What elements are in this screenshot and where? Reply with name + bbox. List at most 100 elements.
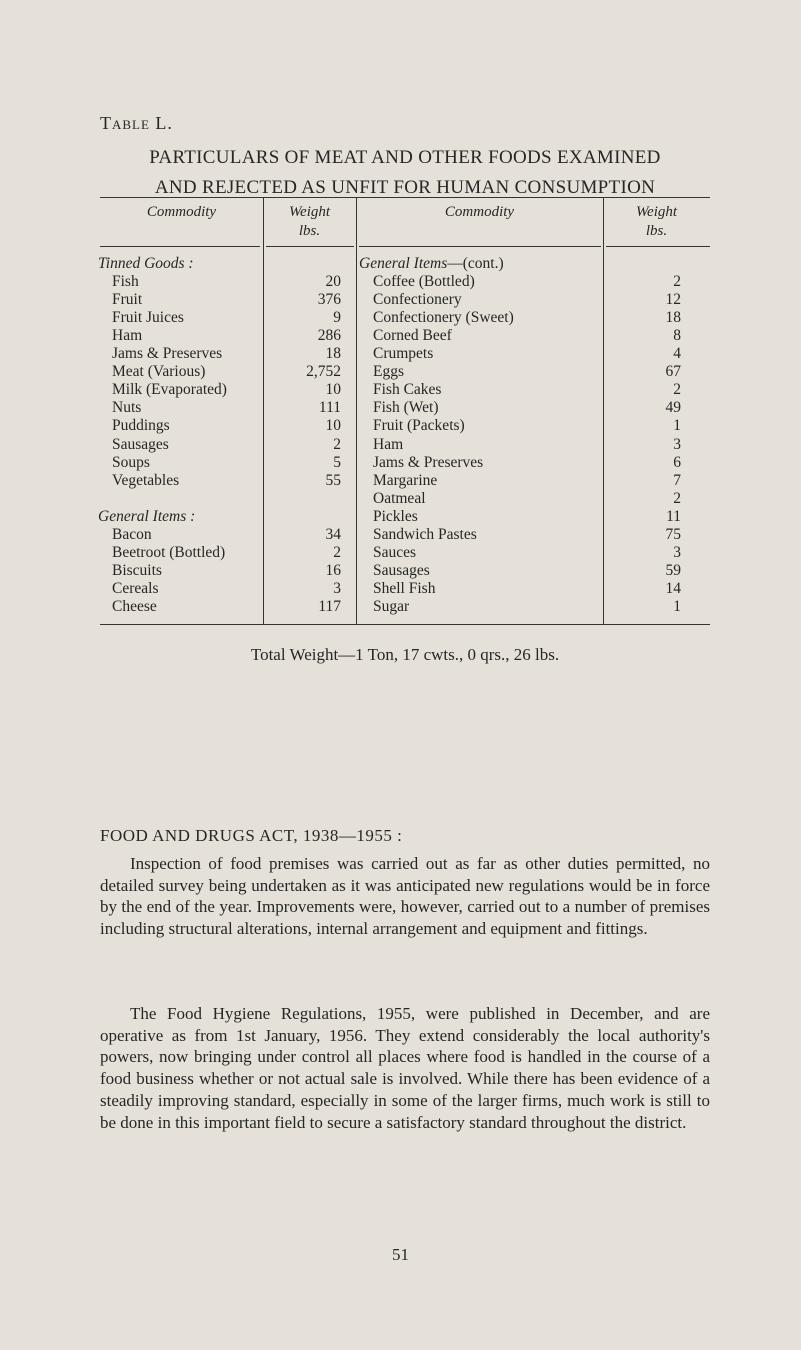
- commodity-cell: Pickles: [373, 508, 418, 526]
- commodity-cell: Ham: [373, 436, 403, 454]
- commodity-label: Soups: [112, 453, 150, 471]
- header-unit-label: lbs.: [298, 223, 321, 239]
- commodity-label: Ham: [112, 327, 143, 345]
- weight-cell: 4: [673, 345, 681, 363]
- weight-cell: 286: [317, 327, 341, 345]
- weight-cell: 34: [325, 525, 342, 543]
- weight-cell: 3: [673, 543, 681, 561]
- commodity-label: Jams & Preserves: [112, 345, 223, 363]
- column-divider: [263, 198, 264, 624]
- weight-cell: 55: [325, 471, 342, 489]
- header-rule: [359, 246, 601, 247]
- commodity-label: Confectionery (Sweet): [373, 309, 514, 327]
- commodity-cell: Shell Fish: [373, 580, 435, 598]
- commodity-label: Ham: [373, 435, 404, 453]
- commodity-label: Jams & Preserves: [373, 453, 484, 471]
- commodity-label: Bacon: [112, 525, 152, 543]
- commodity-label: Shell Fish: [373, 579, 436, 597]
- commodity-label: Oatmeal: [373, 489, 426, 507]
- commodity-label: General Items: [359, 255, 448, 272]
- commodity-cell: Sandwich Pastes: [373, 526, 477, 544]
- column-divider: [603, 198, 604, 624]
- commodity-cell: Cereals: [112, 580, 158, 598]
- weight-cell: 59: [665, 561, 682, 579]
- commodity-label: Tinned Goods :: [98, 255, 194, 272]
- commodity-label: Coffee (Bottled): [373, 273, 475, 291]
- weight-cell: 2: [673, 273, 681, 291]
- weight-cell: 11: [666, 507, 681, 525]
- header-rule: [606, 246, 710, 247]
- commodity-cell: Vegetables: [112, 472, 179, 490]
- commodity-label: Crumpets: [373, 345, 434, 363]
- commodity-cell: Bacon: [112, 526, 152, 544]
- commodity-cell: Fish: [112, 273, 139, 291]
- weight-cell: 5: [333, 453, 341, 471]
- commodity-label: Sausages: [373, 561, 430, 579]
- section-label: Tinned Goods :: [98, 255, 194, 273]
- commodity-cell: Sugar: [373, 598, 409, 616]
- weight-cell: 2: [333, 543, 341, 561]
- commodity-cell: Milk (Evaporated): [112, 381, 227, 399]
- commodity-label: Fruit Juices: [112, 309, 184, 327]
- commodity-label: Fish: [112, 273, 139, 291]
- header-commodity-right: Commodity: [444, 204, 515, 220]
- weight-cell: 6: [673, 453, 681, 471]
- commodity-label: Sandwich Pastes: [373, 525, 477, 543]
- commodity-label: Milk (Evaporated): [112, 381, 227, 399]
- commodity-cell: Sausages: [373, 562, 430, 580]
- commodity-cell: Sauces: [373, 544, 416, 562]
- commodity-label: Fruit (Packets): [373, 417, 465, 435]
- food-table: Commodity Weight lbs. Commodity Weight lbs…: [98, 197, 710, 625]
- commodity-label: Biscuits: [112, 561, 162, 579]
- header-weight-right: Weight lbs.: [603, 203, 710, 241]
- header-weight-left: Weight lbs.: [263, 203, 356, 241]
- weight-cell: 1: [673, 597, 681, 615]
- header-unit-label: lbs.: [645, 223, 668, 239]
- commodity-label: Cereals: [112, 579, 159, 597]
- weight-cell: 67: [665, 363, 682, 381]
- table-title-line-2: AND REJECTED AS UNFIT FOR HUMAN CONSUMPT…: [154, 177, 656, 198]
- commodity-cell: Fruit: [112, 291, 142, 309]
- commodity-cell: Beetroot (Bottled): [112, 544, 225, 562]
- section-label: General Items—(cont.): [359, 255, 504, 273]
- commodity-label: Pickles: [373, 507, 418, 525]
- commodity-cell: Fruit Juices: [112, 309, 184, 327]
- commodity-label: Vegetables: [112, 471, 180, 489]
- commodity-label: General Items :: [98, 507, 196, 525]
- commodity-label: Puddings: [112, 417, 170, 435]
- commodity-cell: Crumpets: [373, 345, 433, 363]
- commodity-cell: Fish Cakes: [373, 381, 441, 399]
- weight-cell: 3: [673, 435, 681, 453]
- section-label: General Items :: [98, 508, 195, 526]
- paragraph: The Food Hygiene Regulations, 1955, were…: [100, 1004, 710, 1132]
- commodity-cell: Fish (Wet): [373, 399, 438, 417]
- commodity-cell: Biscuits: [112, 562, 162, 580]
- commodity-cell: Jams & Preserves: [112, 345, 222, 363]
- commodity-label: Fruit: [112, 291, 143, 309]
- weight-cell: 8: [673, 327, 681, 345]
- commodity-cell: Soups: [112, 454, 150, 472]
- commodity-cell: Coffee (Bottled): [373, 273, 475, 291]
- commodity-label: Eggs: [373, 363, 404, 381]
- label-suffix: —(cont.): [447, 255, 504, 272]
- commodity-label: Sauces: [373, 543, 417, 561]
- commodity-label: Sausages: [112, 435, 169, 453]
- weight-cell: 7: [673, 471, 681, 489]
- commodity-label: Sugar: [373, 597, 410, 615]
- commodity-label: Nuts: [112, 399, 142, 417]
- commodity-cell: Meat (Various): [112, 363, 205, 381]
- commodity-cell: Nuts: [112, 399, 141, 417]
- commodity-cell: Eggs: [373, 363, 404, 381]
- weight-cell: 2: [673, 381, 681, 399]
- weight-cell: 117: [318, 597, 341, 615]
- commodity-label: Corned Beef: [373, 327, 452, 345]
- weight-cell: 10: [325, 417, 342, 435]
- weight-cell: 18: [325, 345, 342, 363]
- commodity-cell: Ham: [112, 327, 142, 345]
- weight-cell: 2: [673, 489, 681, 507]
- weight-cell: 14: [665, 579, 682, 597]
- header-commodity-left: Commodity: [146, 204, 217, 220]
- total-weight: Total Weight—1 Ton, 17 cwts., 0 qrs., 26…: [250, 645, 560, 664]
- weight-cell: 75: [665, 525, 682, 543]
